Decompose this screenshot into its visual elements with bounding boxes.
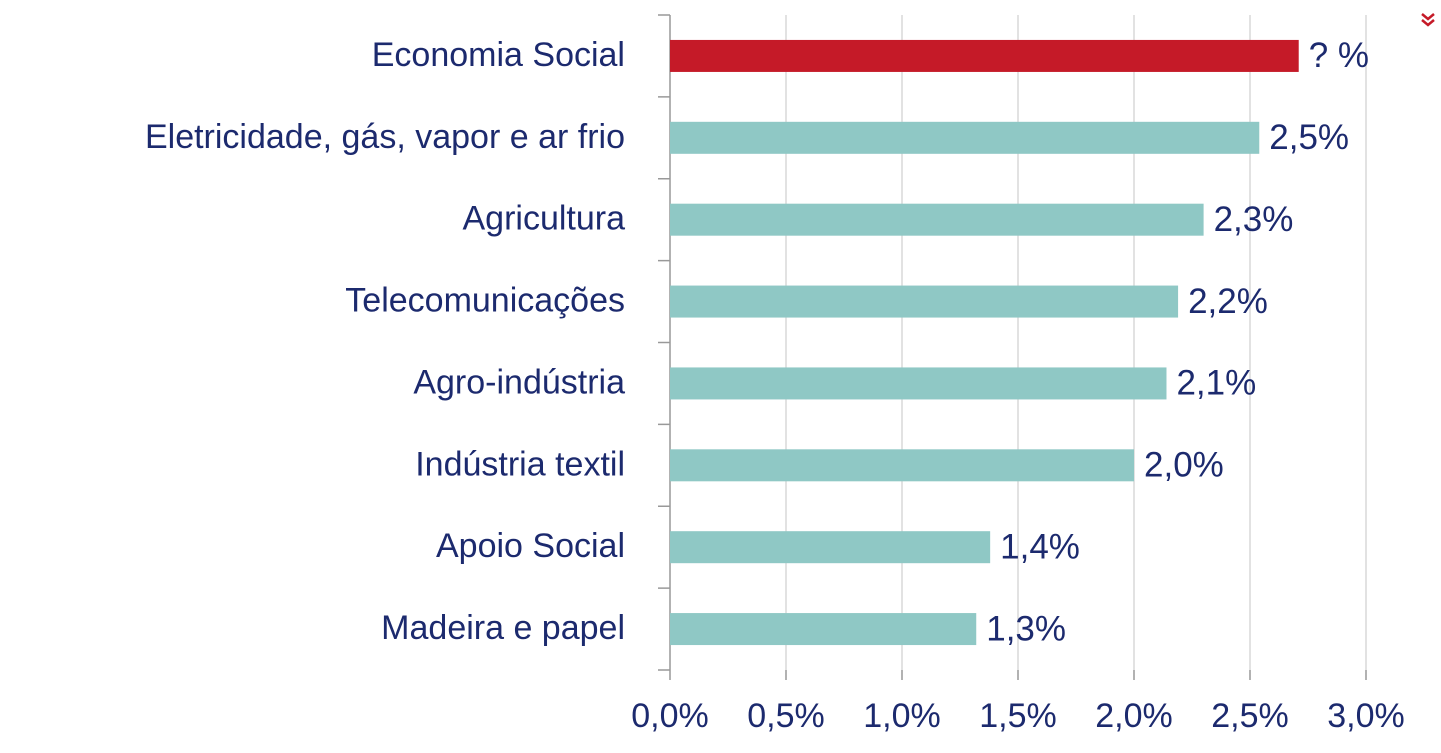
y-tick-label: Economia Social (372, 36, 625, 74)
y-tick-label: Eletricidade, gás, vapor e ar frio (145, 118, 625, 156)
value-label: 1,3% (986, 609, 1066, 648)
bar (670, 367, 1167, 400)
value-label: ? % (1309, 36, 1369, 75)
value-label: 2,3% (1214, 200, 1294, 239)
value-label: 2,2% (1188, 282, 1268, 321)
y-tick-label: Telecomunicações (345, 282, 625, 320)
y-tick-label: Agro-indústria (413, 363, 625, 401)
x-tick-label: 2,0% (1095, 697, 1173, 735)
value-label: 1,4% (1000, 527, 1080, 566)
bar (670, 39, 1299, 72)
x-tick-label: 3,0% (1327, 697, 1405, 735)
x-tick-label: 2,5% (1211, 697, 1289, 735)
value-label: 2,1% (1176, 364, 1256, 403)
y-tick-label: Madeira e papel (381, 609, 625, 647)
bar (670, 203, 1204, 236)
bar (670, 121, 1260, 154)
value-label: 2,5% (1269, 118, 1349, 157)
x-tick-label: 0,5% (747, 697, 825, 735)
value-label: 2,0% (1144, 446, 1224, 485)
x-tick-label: 0,0% (631, 697, 709, 735)
bar (670, 449, 1134, 482)
x-tick-label: 1,0% (863, 697, 941, 735)
bar (670, 285, 1179, 318)
x-tick-label: 1,5% (979, 697, 1057, 735)
y-tick-label: Apoio Social (436, 527, 625, 565)
bar (670, 613, 977, 646)
y-tick-label: Agricultura (462, 200, 625, 238)
y-tick-label: Indústria textil (415, 445, 625, 483)
collapse-icon (1421, 13, 1435, 27)
bar (670, 531, 991, 564)
